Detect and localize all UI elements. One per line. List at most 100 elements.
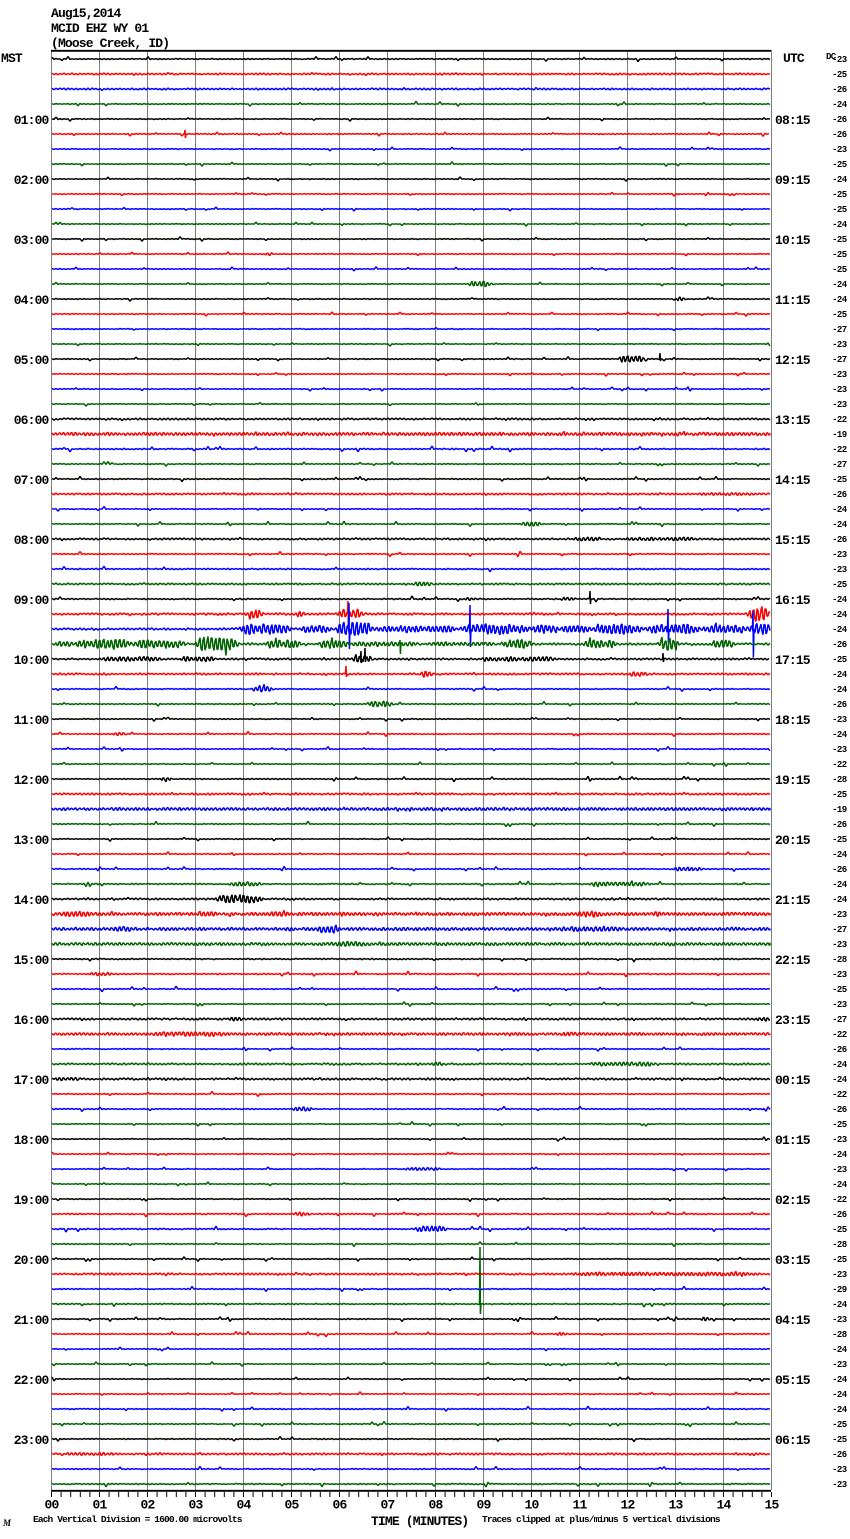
svg-text:04: 04 <box>237 1498 252 1513</box>
svg-text:-19: -19 <box>832 430 847 440</box>
svg-text:-26: -26 <box>832 115 847 125</box>
svg-text:08:15: 08:15 <box>775 113 811 128</box>
svg-text:-28: -28 <box>832 775 847 785</box>
svg-text:-25: -25 <box>832 235 847 245</box>
svg-text:-19: -19 <box>832 805 847 815</box>
svg-text:19:00: 19:00 <box>14 1193 50 1208</box>
svg-text:11: 11 <box>573 1498 588 1513</box>
svg-text:04:00: 04:00 <box>14 293 50 308</box>
svg-text:03: 03 <box>189 1498 204 1513</box>
svg-text:08:00: 08:00 <box>14 533 50 548</box>
svg-text:-25: -25 <box>832 790 847 800</box>
svg-text:-26: -26 <box>832 865 847 875</box>
svg-text:TIME (MINUTES): TIME (MINUTES) <box>371 1514 468 1529</box>
svg-text:01:00: 01:00 <box>14 113 50 128</box>
svg-text:10: 10 <box>525 1498 540 1513</box>
svg-text:-28: -28 <box>832 1330 847 1340</box>
svg-text:-23: -23 <box>832 745 847 755</box>
svg-text:14:15: 14:15 <box>775 473 811 488</box>
svg-text:21:00: 21:00 <box>14 1313 50 1328</box>
svg-text:-24: -24 <box>832 505 848 515</box>
svg-text:12:00: 12:00 <box>14 773 50 788</box>
svg-text:17:15: 17:15 <box>775 653 811 668</box>
svg-text:-26: -26 <box>832 640 847 650</box>
svg-text:22:15: 22:15 <box>775 953 811 968</box>
svg-text:-23: -23 <box>832 340 847 350</box>
svg-text:23:15: 23:15 <box>775 1013 811 1028</box>
svg-text:14:00: 14:00 <box>14 893 50 908</box>
svg-text:01:15: 01:15 <box>775 1133 811 1148</box>
svg-text:-24: -24 <box>832 850 848 860</box>
svg-text:-23: -23 <box>832 1000 847 1010</box>
svg-text:-26: -26 <box>832 490 847 500</box>
svg-text:-24: -24 <box>832 670 848 680</box>
svg-text:-26: -26 <box>832 1450 847 1460</box>
svg-text:-25: -25 <box>832 1255 847 1265</box>
svg-text:02:15: 02:15 <box>775 1193 811 1208</box>
svg-text:Aug15,2014: Aug15,2014 <box>51 6 122 21</box>
svg-text:-27: -27 <box>832 325 847 335</box>
svg-text:-22: -22 <box>832 1090 847 1100</box>
svg-text:22:00: 22:00 <box>14 1373 50 1388</box>
svg-text:04:15: 04:15 <box>775 1313 811 1328</box>
svg-text:-24: -24 <box>832 1180 848 1190</box>
svg-text:-23: -23 <box>832 1270 847 1280</box>
svg-text:10:15: 10:15 <box>775 233 811 248</box>
svg-text:-25: -25 <box>832 1120 847 1130</box>
svg-text:13: 13 <box>669 1498 684 1513</box>
svg-text:05:15: 05:15 <box>775 1373 811 1388</box>
svg-text:-23: -23 <box>832 1480 847 1490</box>
svg-text:Each Vertical Division = 1600.: Each Vertical Division = 1600.00 microvo… <box>33 1514 243 1525</box>
svg-text:-24: -24 <box>832 1345 848 1355</box>
svg-text:05:00: 05:00 <box>14 353 50 368</box>
svg-text:-24: -24 <box>832 1075 848 1085</box>
svg-text:MST: MST <box>1 51 23 66</box>
svg-text:-23: -23 <box>832 145 847 155</box>
svg-text:15:15: 15:15 <box>775 533 811 548</box>
svg-text:-26: -26 <box>832 700 847 710</box>
svg-text:-26: -26 <box>832 1105 847 1115</box>
svg-text:-23: -23 <box>832 1360 847 1370</box>
svg-text:08: 08 <box>429 1498 444 1513</box>
svg-text:-24: -24 <box>832 1150 848 1160</box>
svg-text:07: 07 <box>381 1498 395 1513</box>
svg-text:-23: -23 <box>832 55 847 65</box>
svg-text:-25: -25 <box>832 580 847 590</box>
svg-text:15: 15 <box>765 1498 780 1513</box>
svg-text:-23: -23 <box>832 400 847 410</box>
svg-text:11:15: 11:15 <box>775 293 811 308</box>
svg-text:-22: -22 <box>832 415 847 425</box>
svg-text:-24: -24 <box>832 100 848 110</box>
svg-text:02:00: 02:00 <box>14 173 50 188</box>
svg-text:-25: -25 <box>832 265 847 275</box>
svg-text:-25: -25 <box>832 1435 847 1445</box>
svg-text:09:00: 09:00 <box>14 593 50 608</box>
svg-text:13:15: 13:15 <box>775 413 811 428</box>
svg-text:03:15: 03:15 <box>775 1253 811 1268</box>
svg-text:17:00: 17:00 <box>14 1073 50 1088</box>
svg-text:-24: -24 <box>832 295 848 305</box>
svg-text:DC: DC <box>826 52 837 62</box>
svg-text:00:15: 00:15 <box>775 1073 811 1088</box>
svg-text:-23: -23 <box>832 370 847 380</box>
svg-text:06:15: 06:15 <box>775 1433 811 1448</box>
svg-text:-25: -25 <box>832 655 847 665</box>
svg-text:-24: -24 <box>832 220 848 230</box>
svg-text:MCID EHZ WY 01: MCID EHZ WY 01 <box>51 21 149 36</box>
svg-text:-22: -22 <box>832 1030 847 1040</box>
svg-text:-25: -25 <box>832 1225 847 1235</box>
svg-text:12:15: 12:15 <box>775 353 811 368</box>
svg-text:06:00: 06:00 <box>14 413 50 428</box>
svg-text:-27: -27 <box>832 460 847 470</box>
svg-text:10:00: 10:00 <box>14 653 50 668</box>
svg-text:-23: -23 <box>832 910 847 920</box>
svg-text:-26: -26 <box>832 85 847 95</box>
svg-text:12: 12 <box>621 1498 636 1513</box>
svg-text:-23: -23 <box>832 940 847 950</box>
svg-text:-24: -24 <box>832 1375 848 1385</box>
svg-text:-28: -28 <box>832 1240 847 1250</box>
svg-text:-25: -25 <box>832 985 847 995</box>
svg-text:Traces clipped at plus/minus 5: Traces clipped at plus/minus 5 vertical … <box>482 1514 721 1525</box>
svg-text:-24: -24 <box>832 880 848 890</box>
svg-text:09: 09 <box>477 1498 492 1513</box>
